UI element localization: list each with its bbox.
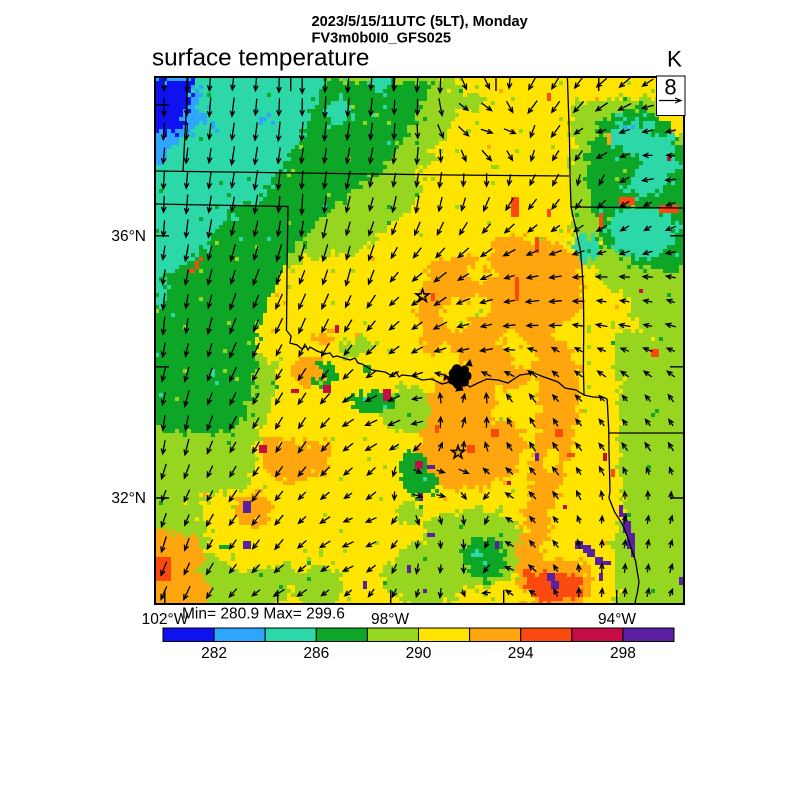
svg-text:32°N: 32°N xyxy=(111,490,146,507)
svg-text:290: 290 xyxy=(406,645,432,662)
svg-text:282: 282 xyxy=(201,645,227,662)
svg-text:294: 294 xyxy=(508,645,534,662)
svg-text:286: 286 xyxy=(303,645,329,662)
svg-text:8: 8 xyxy=(664,75,676,100)
svg-text:FV3m0b0I0_GFS025: FV3m0b0I0_GFS025 xyxy=(312,31,452,47)
svg-text:298: 298 xyxy=(610,645,636,662)
svg-text:surface temperature: surface temperature xyxy=(152,45,369,72)
svg-text:Min= 280.9 Max= 299.6: Min= 280.9 Max= 299.6 xyxy=(182,606,345,623)
svg-text:36°N: 36°N xyxy=(111,228,146,245)
svg-text:2023/5/15/11UTC (5LT), Monday: 2023/5/15/11UTC (5LT), Monday xyxy=(312,14,529,30)
svg-text:102°W: 102°W xyxy=(142,611,189,628)
svg-text:K: K xyxy=(667,47,682,72)
svg-text:98°W: 98°W xyxy=(371,611,409,628)
svg-text:94°W: 94°W xyxy=(598,611,636,628)
